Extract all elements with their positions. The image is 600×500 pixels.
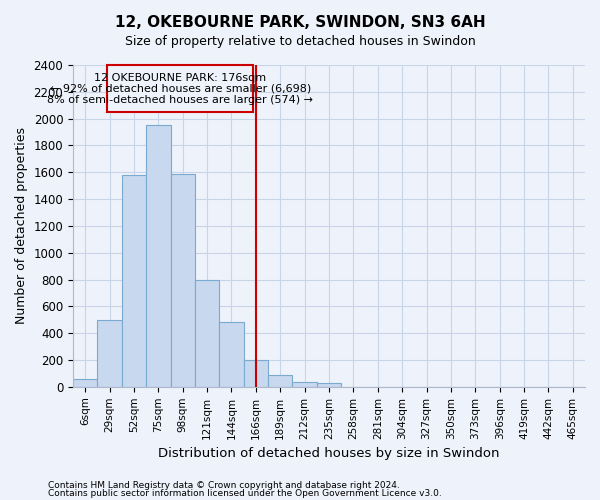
Bar [317, 384, 341, 387]
Bar [73, 379, 97, 387]
FancyBboxPatch shape [107, 65, 253, 112]
Text: ← 92% of detached houses are smaller (6,698): ← 92% of detached houses are smaller (6,… [50, 84, 311, 94]
Text: 12, OKEBOURNE PARK, SWINDON, SN3 6AH: 12, OKEBOURNE PARK, SWINDON, SN3 6AH [115, 15, 485, 30]
Text: Contains public sector information licensed under the Open Government Licence v3: Contains public sector information licen… [48, 489, 442, 498]
X-axis label: Distribution of detached houses by size in Swindon: Distribution of detached houses by size … [158, 447, 500, 460]
Text: 12 OKEBOURNE PARK: 176sqm: 12 OKEBOURNE PARK: 176sqm [94, 73, 266, 83]
Bar [146, 126, 170, 387]
Bar [195, 280, 220, 387]
Bar [122, 175, 146, 387]
Bar [220, 322, 244, 387]
Y-axis label: Number of detached properties: Number of detached properties [15, 128, 28, 324]
Bar [244, 360, 268, 387]
Text: Size of property relative to detached houses in Swindon: Size of property relative to detached ho… [125, 35, 475, 48]
Bar [268, 375, 292, 387]
Bar [97, 320, 122, 387]
Bar [170, 174, 195, 387]
Text: Contains HM Land Registry data © Crown copyright and database right 2024.: Contains HM Land Registry data © Crown c… [48, 480, 400, 490]
Text: 8% of semi-detached houses are larger (574) →: 8% of semi-detached houses are larger (5… [47, 95, 313, 105]
Bar [292, 382, 317, 387]
